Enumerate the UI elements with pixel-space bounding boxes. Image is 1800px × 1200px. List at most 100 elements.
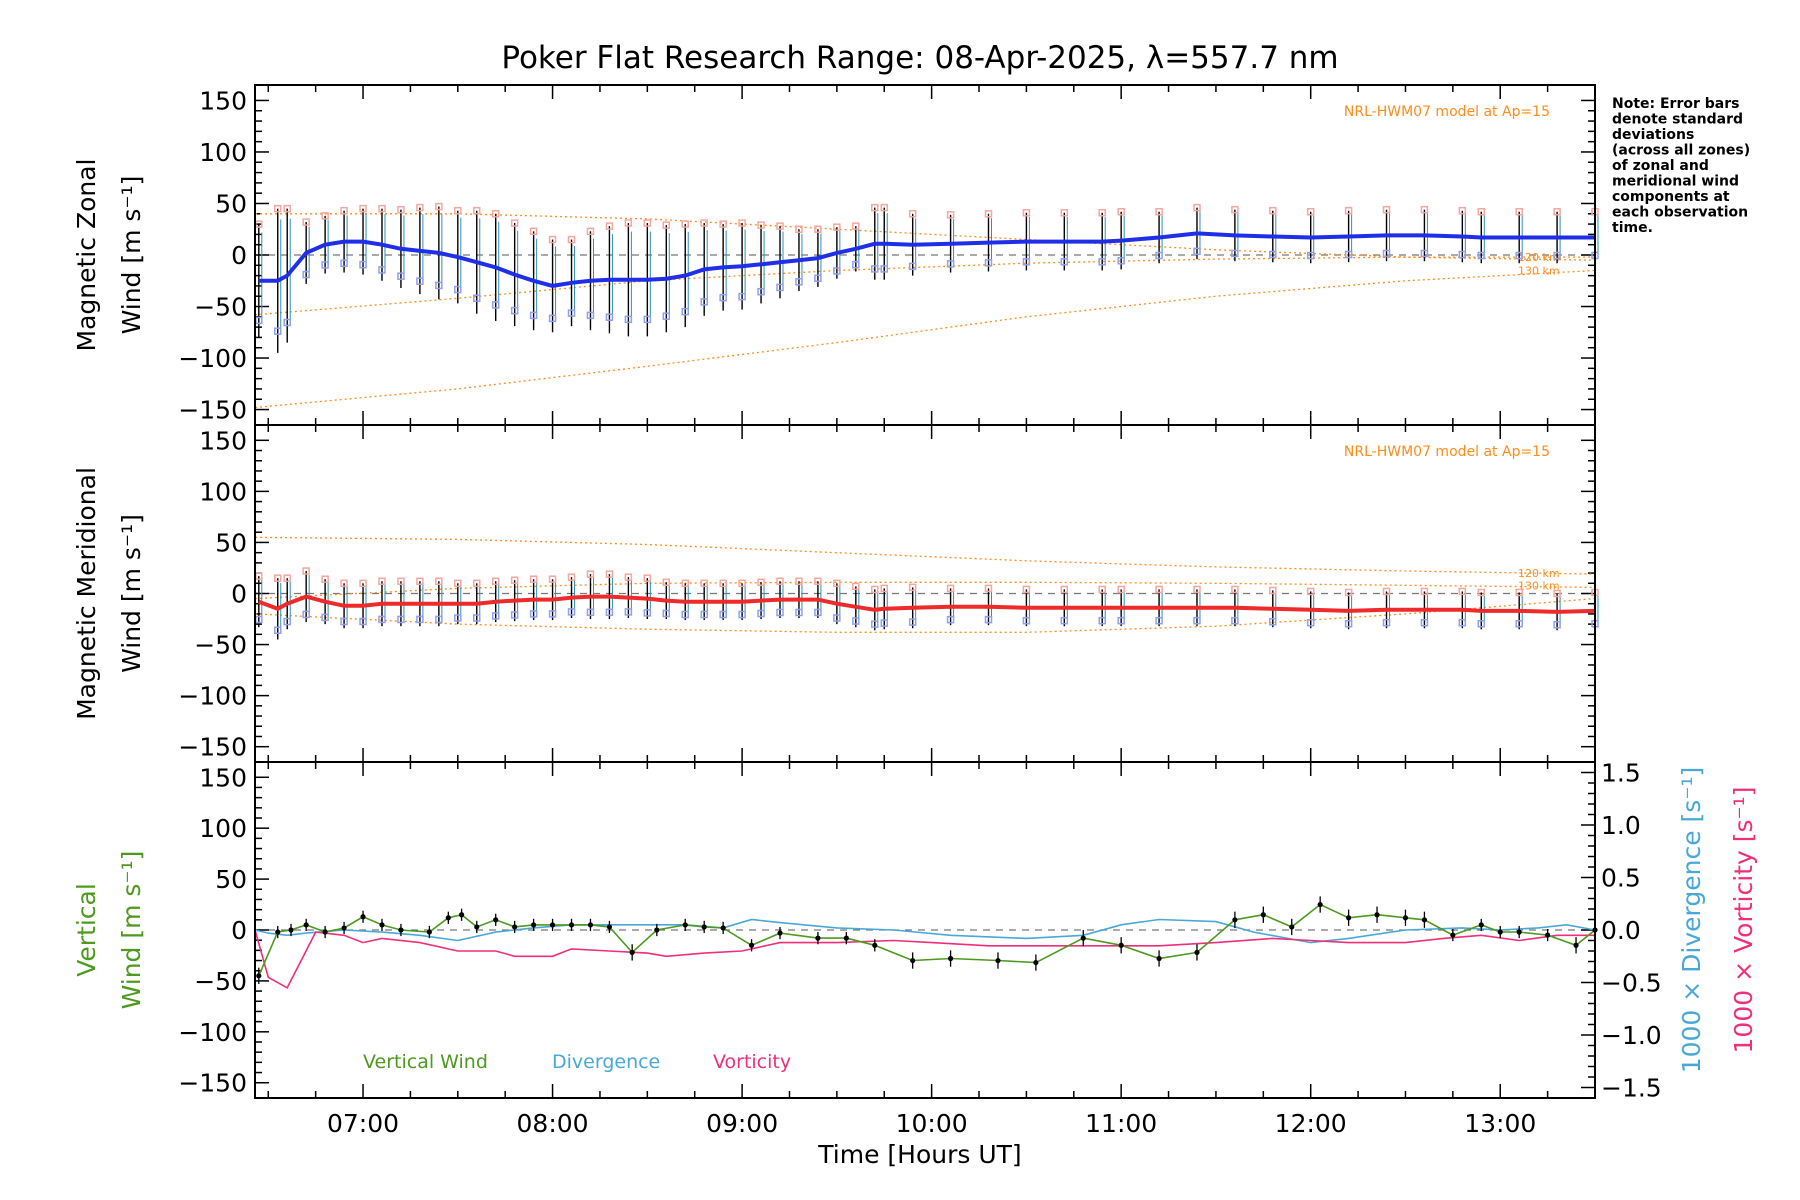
vertical-wind-point [1260,912,1266,918]
vertical-wind-point [1573,942,1579,948]
model-curve-130 [254,269,1596,409]
zone-marker-high [586,227,595,236]
vertical-wind-point [587,922,594,928]
vertical-wind-point [843,935,849,941]
y-tick-label: 0 [231,916,247,945]
zone-marker-low [416,615,424,624]
zone-marker-high [624,219,633,227]
zone-marker-high [605,570,614,578]
vertical-wind-point [445,915,451,921]
zone-marker-high [1098,585,1106,594]
zone-marker-high [510,219,519,227]
zone-marker-high [880,584,889,593]
zone-marker-high [1269,206,1277,215]
zone-marker-low [1098,258,1106,266]
vertical-wind-point [512,924,518,930]
x-tick-label: 12:00 [1275,1109,1347,1138]
zone-marker-high [643,219,652,227]
note-line: components at [1612,189,1730,205]
zone-marker-low [1060,616,1069,625]
zone-marker-low [548,314,557,323]
zone-marker-low [1269,250,1277,259]
y-tick-label: −50 [194,293,247,322]
zone-marker-high [1269,586,1277,595]
zone-marker-high [738,579,746,588]
zone-marker-low [491,612,500,620]
zone-marker-low [1344,619,1353,628]
zone-marker-high [529,575,538,583]
right-y-tick-label: 0.5 [1601,864,1641,893]
model-curve-upper [254,536,1596,575]
zone-marker-high [321,212,329,220]
zone-marker-high [340,579,348,588]
zone-marker-low [1193,616,1201,625]
zone-marker-low [776,283,784,292]
zone-marker-low [283,617,291,626]
zone-marker-low [1231,616,1239,625]
zone-marker-high [302,218,310,226]
zone-marker-low [1060,258,1069,266]
zone-marker-high [1117,585,1125,594]
zone-marker-low [302,270,310,279]
zone-marker-high [1022,585,1031,594]
y-axis-label: Magnetic Zonal [72,159,101,352]
zone-marker-high [681,579,689,588]
zone-marker-low [1155,251,1163,260]
zone-marker-low [738,292,746,301]
figure-title: Poker Flat Research Range: 08-Apr-2025, … [501,40,1338,76]
zone-marker-high [700,579,708,588]
zone-marker-low [1420,618,1429,627]
zone-marker-low [908,262,917,271]
zone-marker-low [946,260,955,268]
zone-marker-high [1155,207,1163,216]
zone-marker-high [454,579,462,588]
vertical-wind-point [360,914,366,920]
x-tick-label: 08:00 [517,1109,589,1138]
vertical-wind-point [654,927,660,933]
zone-marker-high [1458,587,1467,596]
zone-marker-high [776,222,784,230]
vertical-wind-point [629,949,635,956]
zone-marker-high [852,582,860,591]
vertical-wind-point [1156,955,1162,962]
zone-marker-low [435,615,443,624]
zone-marker-low [738,610,746,619]
zone-marker-low [302,610,310,619]
zone-marker-high [302,567,310,575]
vertical-wind-point [275,929,281,935]
zone-marker-low [814,608,822,617]
zone-marker-low [529,610,538,618]
zone-marker-high [757,221,765,229]
vertical-wind-point [322,929,328,935]
zone-marker-high [795,225,803,233]
zone-marker-high [681,220,689,228]
vertical-wind-point [341,925,347,931]
y-tick-label: −100 [178,1018,247,1047]
zone-marker-low [340,259,348,267]
zone-marker-low [1022,258,1031,266]
zone-marker-high [1458,206,1467,215]
zone-marker-high [757,578,765,587]
zone-marker-low [776,608,784,617]
zone-marker-high [871,585,879,594]
zone-marker-low [359,617,367,626]
zone-marker-high [1382,205,1391,214]
zone-marker-low [1477,619,1486,628]
zone-marker-low [273,626,282,635]
zone-marker-low [378,266,386,274]
y-tick-label: −100 [178,344,247,373]
zone-marker-low [548,610,557,618]
y-tick-label: −50 [194,967,247,996]
zone-marker-low [908,618,917,626]
zone-marker-high [776,577,784,585]
zone-marker-low [852,617,860,625]
zone-marker-high [378,577,386,585]
zone-marker-high [1060,585,1069,594]
zone-marker-high [491,210,500,218]
zone-marker-high [1117,207,1125,216]
zone-marker-high [738,219,746,227]
zone-marker-low [586,608,595,617]
zone-marker-high [473,206,481,215]
zone-marker-high [473,579,481,588]
